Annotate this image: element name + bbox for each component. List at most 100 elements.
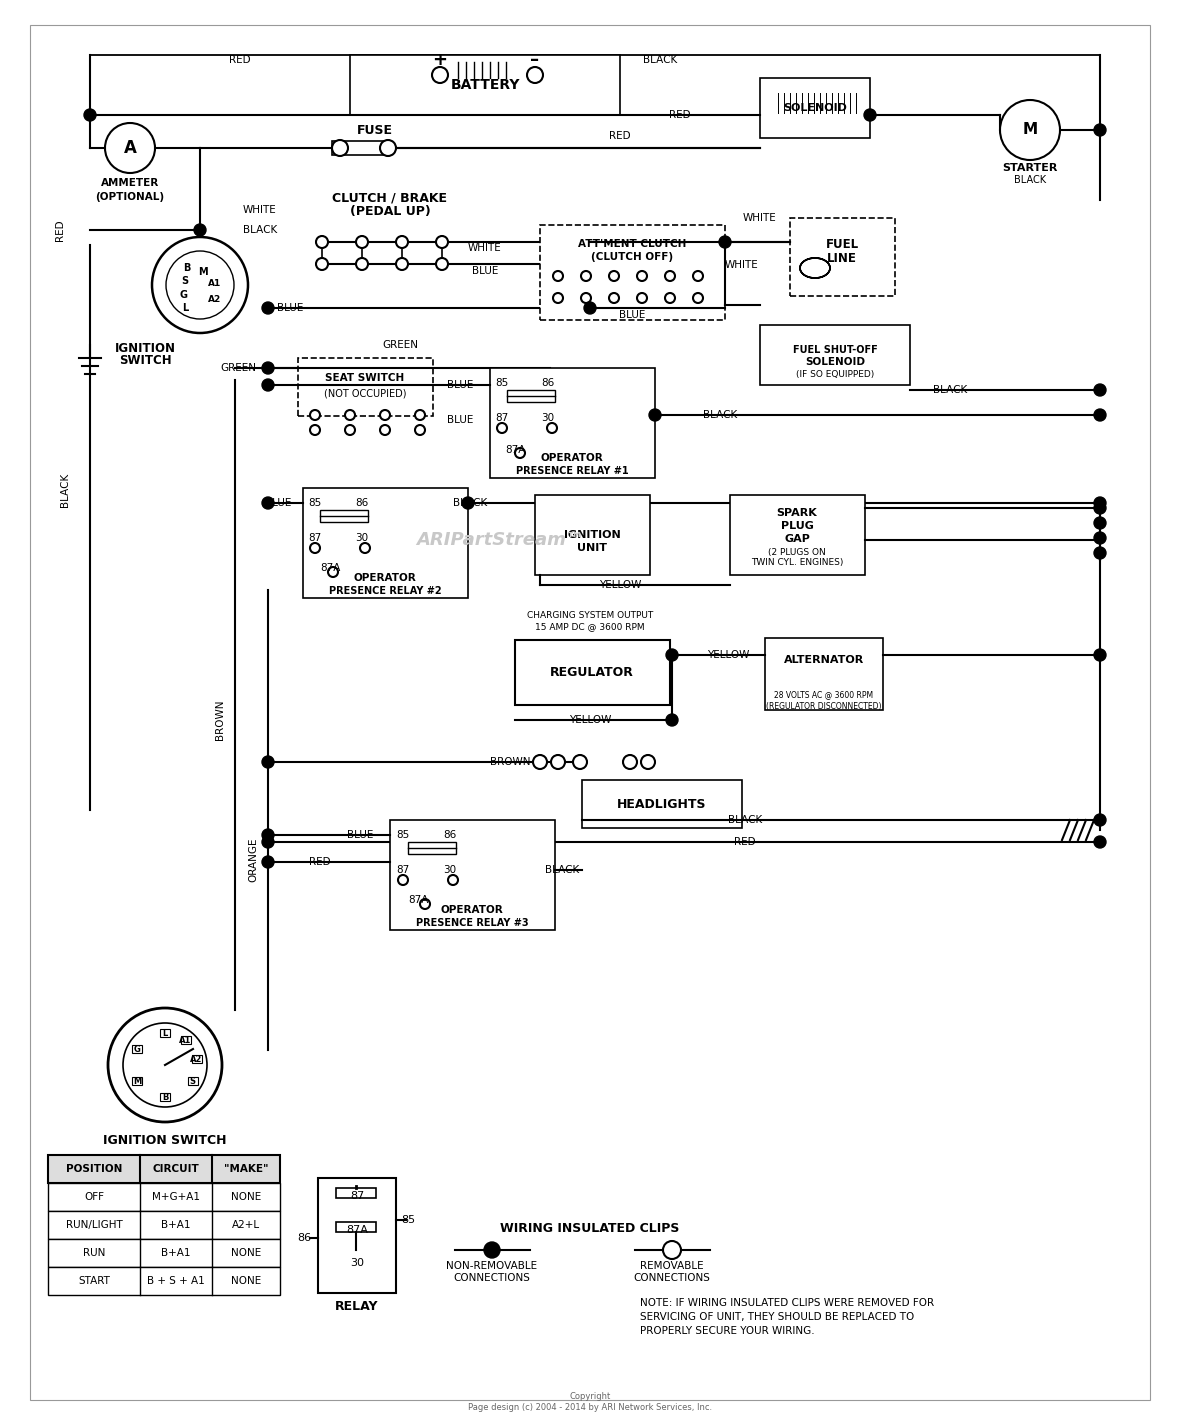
Text: BLUE: BLUE: [472, 267, 498, 277]
Text: BLUE: BLUE: [264, 498, 291, 508]
Text: 87A: 87A: [320, 563, 340, 573]
Text: 30: 30: [542, 414, 555, 424]
Circle shape: [553, 271, 563, 281]
Circle shape: [609, 292, 620, 302]
Text: (CLUTCH OFF): (CLUTCH OFF): [591, 252, 673, 262]
Circle shape: [152, 237, 248, 334]
Text: 87: 87: [350, 1191, 365, 1201]
Circle shape: [415, 411, 425, 421]
Circle shape: [380, 425, 391, 435]
Text: (OPTIONAL): (OPTIONAL): [96, 193, 164, 202]
Circle shape: [666, 292, 675, 302]
Circle shape: [527, 67, 543, 83]
Bar: [760, 325, 910, 385]
Text: Copyright
Page design (c) 2004 - 2014 by ARI Network Services, Inc.: Copyright Page design (c) 2004 - 2014 by…: [468, 1392, 712, 1412]
Text: GREEN: GREEN: [382, 339, 418, 349]
Text: IGNITION SWITCH: IGNITION SWITCH: [104, 1134, 227, 1147]
Text: M+G+A1: M+G+A1: [152, 1192, 199, 1202]
Circle shape: [316, 235, 328, 248]
Bar: [336, 1222, 376, 1232]
Text: M: M: [198, 267, 208, 277]
Text: 87A: 87A: [408, 896, 428, 906]
Text: 30: 30: [350, 1258, 363, 1268]
Text: BLUE: BLUE: [347, 830, 373, 840]
Circle shape: [420, 898, 430, 908]
Text: ALTERNATOR: ALTERNATOR: [784, 655, 864, 665]
Circle shape: [649, 409, 661, 421]
Text: L: L: [163, 1028, 168, 1038]
Text: BLACK: BLACK: [933, 385, 968, 395]
Circle shape: [548, 424, 557, 434]
Bar: [320, 511, 368, 522]
Text: A2: A2: [209, 295, 222, 304]
Text: M: M: [1022, 123, 1037, 137]
Bar: [350, 56, 620, 116]
Circle shape: [109, 1008, 222, 1122]
Text: RED: RED: [55, 220, 65, 241]
Circle shape: [415, 425, 425, 435]
Text: WHITE: WHITE: [726, 260, 759, 270]
Text: (2 PLUGS ON: (2 PLUGS ON: [768, 548, 826, 556]
Bar: [48, 1155, 280, 1184]
Text: BLACK: BLACK: [1014, 175, 1045, 185]
Circle shape: [573, 754, 586, 769]
Text: HEADLIGHTS: HEADLIGHTS: [617, 797, 707, 810]
Bar: [540, 225, 725, 319]
Text: 86: 86: [297, 1233, 312, 1243]
Circle shape: [432, 67, 448, 83]
Circle shape: [581, 271, 591, 281]
Text: 86: 86: [444, 830, 457, 840]
Circle shape: [1094, 518, 1106, 529]
Text: OPERATOR: OPERATOR: [540, 453, 603, 463]
Bar: [299, 358, 433, 416]
Text: (PEDAL UP): (PEDAL UP): [349, 204, 431, 218]
Circle shape: [328, 568, 337, 578]
Text: TWIN CYL. ENGINES): TWIN CYL. ENGINES): [750, 559, 844, 568]
Bar: [507, 389, 555, 402]
Circle shape: [1094, 649, 1106, 662]
Circle shape: [435, 235, 448, 248]
Text: 87A: 87A: [346, 1225, 368, 1235]
Circle shape: [380, 140, 396, 155]
Circle shape: [551, 754, 565, 769]
Bar: [760, 78, 870, 138]
Text: SERVICING OF UNIT, THEY SHOULD BE REPLACED TO: SERVICING OF UNIT, THEY SHOULD BE REPLAC…: [640, 1312, 914, 1322]
Bar: [789, 218, 894, 297]
Text: PROPERLY SECURE YOUR WIRING.: PROPERLY SECURE YOUR WIRING.: [640, 1326, 814, 1336]
Circle shape: [316, 258, 328, 270]
Circle shape: [262, 362, 274, 374]
Text: 86: 86: [355, 498, 368, 508]
Circle shape: [637, 271, 647, 281]
Bar: [514, 640, 670, 704]
Text: RED: RED: [229, 56, 251, 66]
Bar: [132, 1045, 143, 1052]
Text: ORANGE: ORANGE: [248, 837, 258, 883]
Circle shape: [666, 714, 678, 726]
Text: BLACK: BLACK: [643, 56, 677, 66]
Text: BROWN: BROWN: [215, 700, 225, 740]
Text: BLACK: BLACK: [453, 498, 487, 508]
Text: GREEN: GREEN: [219, 364, 256, 374]
Circle shape: [637, 292, 647, 302]
Text: GAP: GAP: [784, 533, 809, 543]
Text: S: S: [182, 277, 189, 287]
Circle shape: [1094, 836, 1106, 848]
Text: RED: RED: [609, 131, 631, 141]
Bar: [188, 1077, 198, 1085]
Text: –: –: [531, 51, 539, 68]
Circle shape: [356, 258, 368, 270]
Text: M: M: [133, 1077, 142, 1085]
Circle shape: [663, 1241, 681, 1259]
Text: ARIPartStream™: ARIPartStream™: [417, 530, 584, 549]
Text: REGULATOR: REGULATOR: [550, 666, 634, 679]
Text: S: S: [190, 1077, 196, 1085]
Bar: [191, 1055, 202, 1064]
Circle shape: [463, 498, 474, 509]
Circle shape: [1094, 502, 1106, 513]
Text: RUN/LIGHT: RUN/LIGHT: [66, 1221, 123, 1231]
Text: A1: A1: [209, 278, 222, 288]
Text: BLACK: BLACK: [243, 225, 277, 235]
Text: 87: 87: [308, 533, 322, 543]
Text: SPARK: SPARK: [776, 508, 818, 518]
Text: "MAKE": "MAKE": [224, 1164, 268, 1174]
